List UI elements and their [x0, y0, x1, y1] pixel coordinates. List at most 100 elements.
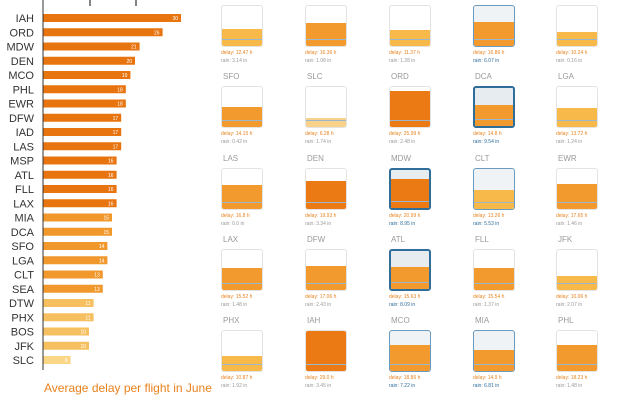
airport-tile: PHX delay: 10.87 h rain: 1.92 in	[221, 316, 285, 396]
bar-LGA	[43, 256, 108, 265]
value-label-PHX: 11	[85, 315, 90, 321]
value-label-EWR: 18	[117, 102, 123, 108]
bar-PHX	[43, 313, 94, 322]
airport-tile: FLL delay: 15.54 h rain: 1.37 in	[473, 235, 537, 315]
tile-rain-text: rain: 6.81 in	[473, 383, 500, 389]
tile-rain-text: rain: 5.53 in	[473, 221, 500, 227]
category-label-CLT: CLT	[14, 270, 34, 282]
tile-rain-gauge	[556, 249, 598, 291]
bar-EWR	[43, 99, 126, 108]
airport-tile: CLT delay: 13.26 h rain: 5.53 in	[473, 154, 537, 234]
category-label-IAH: IAH	[16, 13, 34, 25]
value-label-DTW: 11	[85, 301, 90, 307]
tile-delay-fill	[390, 345, 430, 371]
tile-airport-code: FLL	[475, 235, 489, 244]
bar-IAD	[43, 128, 122, 136]
value-label-DCA: 15	[103, 230, 109, 236]
tile-rain-text: rain: 1.48 in	[556, 383, 583, 389]
tile-rain-text: rain: 1.24 in	[556, 139, 583, 145]
airport-tile: delay: 12.47 h rain: 3.14 in	[221, 0, 285, 71]
airport-tile: MCO delay: 18.86 h rain: 7.22 in	[389, 316, 453, 396]
value-label-MCO: 19	[122, 73, 128, 79]
tile-airport-code: CLT	[475, 154, 490, 163]
tile-delay-fill	[390, 91, 430, 127]
tile-delay-text: delay: 18.23 h	[556, 375, 588, 381]
tile-rain-gauge	[221, 168, 263, 210]
bar-ORD	[43, 28, 163, 37]
airport-tile: delay: 16.36 h rain: 1.08 in	[305, 0, 369, 71]
tile-rain-gauge	[556, 168, 598, 210]
value-label-MDW: 21	[131, 45, 137, 51]
delay-bar-chart: IAH 30 ORD 26 MDW 21 DEN 20 MCO 19 PHL 18 EWR 18 DFW 17…	[7, 0, 181, 370]
bar-SLC	[43, 356, 71, 364]
tile-rain-line	[474, 202, 514, 203]
tile-rain-line	[474, 39, 514, 40]
tile-delay-fill	[306, 118, 346, 127]
value-label-ATL: 16	[108, 173, 114, 179]
tile-rain-gauge	[305, 5, 347, 47]
tile-rain-text: rain: 3.34 in	[305, 221, 332, 227]
tile-rain-text: rain: 8.95 in	[389, 221, 416, 227]
tile-rain-text: rain: 7.22 in	[389, 383, 416, 389]
value-label-ORD: 26	[154, 30, 160, 36]
tile-delay-fill	[474, 268, 514, 290]
tile-rain-text: rain: 1.37 in	[473, 302, 500, 308]
tile-rain-text: rain: 1.08 in	[305, 58, 332, 64]
bar-MCO	[43, 71, 131, 79]
tile-delay-text: delay: 10.24 h	[556, 50, 588, 56]
category-label-DTW: DTW	[9, 298, 35, 310]
tile-delay-fill	[391, 179, 429, 208]
bar-MDW	[43, 42, 140, 51]
tile-delay-fill	[474, 22, 514, 46]
tile-delay-text: delay: 16.36 h	[305, 50, 337, 56]
tile-rain-text: rain: 3.45 in	[305, 383, 332, 389]
tile-delay-text: delay: 13.72 h	[556, 131, 588, 137]
tile-rain-gauge	[389, 168, 431, 210]
tile-delay-text: delay: 11.37 h	[389, 50, 421, 56]
tile-rain-line	[306, 283, 346, 284]
tile-rain-line	[474, 283, 514, 284]
airport-tile: PHL delay: 18.23 h rain: 1.48 in	[556, 316, 620, 396]
tile-delay-text: delay: 29.0 h	[305, 375, 334, 381]
tile-rain-line	[222, 120, 262, 121]
tile-rain-line	[474, 364, 514, 365]
tile-rain-text: rain: 2.48 in	[389, 139, 416, 145]
tile-rain-line	[391, 282, 429, 283]
tile-rain-line	[557, 283, 597, 284]
tile-delay-fill	[557, 108, 597, 127]
category-label-BOS: BOS	[11, 327, 34, 339]
category-label-DEN: DEN	[11, 56, 34, 68]
tile-airport-code: ATL	[391, 235, 406, 244]
tile-delay-fill	[557, 184, 597, 209]
tile-airport-code: DEN	[307, 154, 324, 163]
tile-airport-code: LAS	[223, 154, 239, 163]
tile-rain-gauge	[389, 86, 431, 128]
airport-tile: LGA delay: 13.72 h rain: 1.24 in	[556, 72, 620, 152]
airport-tile: delay: 11.37 h rain: 1.28 in	[389, 0, 453, 71]
value-label-JFK: 10	[80, 344, 86, 350]
tile-rain-line	[390, 39, 430, 40]
tile-delay-text: delay: 10.87 h	[221, 375, 253, 381]
category-label-JFK: JFK	[14, 341, 34, 353]
category-label-DFW: DFW	[9, 113, 35, 125]
tile-delay-text: delay: 14.15 h	[221, 131, 253, 137]
airport-tile: MDW delay: 20.99 h rain: 8.95 in	[389, 154, 453, 234]
airport-tile: ORD delay: 25.99 h rain: 2.48 in	[389, 72, 453, 152]
value-label-MIA: 15	[103, 216, 109, 222]
tile-delay-fill	[474, 190, 514, 209]
bar-DEN	[43, 56, 135, 65]
category-label-SEA: SEA	[12, 284, 35, 296]
bar-JFK	[43, 341, 89, 350]
bar-LAS	[43, 142, 122, 151]
tile-rain-gauge	[221, 330, 263, 372]
airport-tile: ATL delay: 15.63 h rain: 8.09 in	[389, 235, 453, 315]
tile-airport-code: MIA	[475, 316, 490, 325]
tile-rain-line	[306, 120, 346, 121]
tile-delay-fill	[222, 107, 262, 127]
tile-rain-text: rain: 9.54 in	[473, 139, 500, 145]
tile-airport-code: SFO	[223, 72, 240, 81]
tile-rain-gauge	[473, 5, 515, 47]
value-label-LAX: 16	[108, 201, 114, 207]
category-label-LGA: LGA	[12, 255, 35, 267]
tile-rain-line	[390, 120, 430, 121]
